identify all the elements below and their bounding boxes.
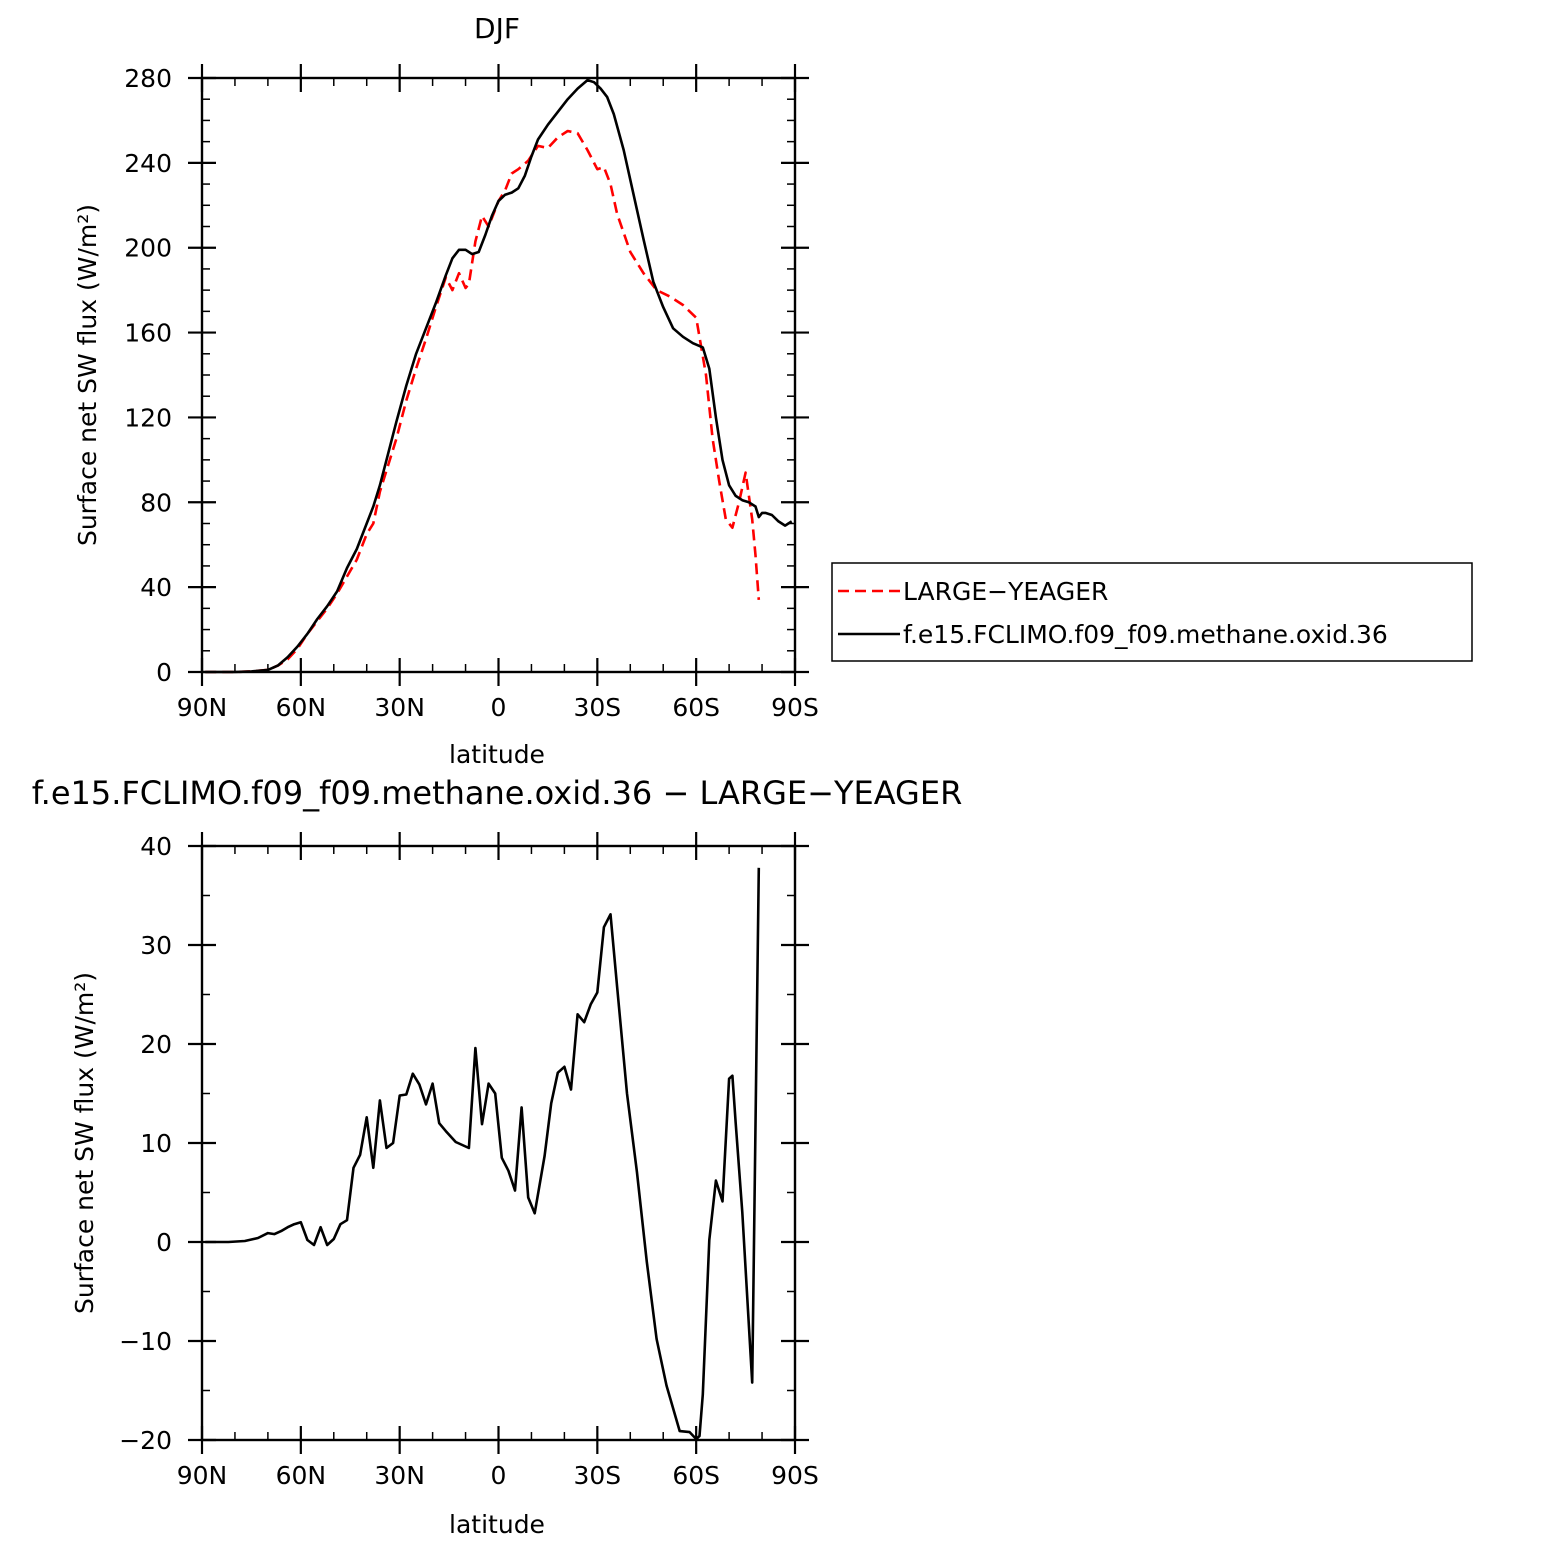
x-tick-label: 90S — [771, 693, 819, 722]
top-panel: DJF 90N 60N 30N 0 30S 60S 90S 0 40 80 120 160 200 24… — [73, 12, 1473, 769]
y-tick-label: 80 — [140, 488, 172, 517]
y-tick-label: −20 — [119, 1426, 172, 1455]
y-tick-label: 20 — [140, 1030, 172, 1059]
y-tick-label: 40 — [140, 573, 172, 602]
top-y-axis-label: Surface net SW flux (W/m²) — [73, 204, 102, 546]
top-x-tick-labels: 90N 60N 30N 0 30S 60S 90S — [177, 693, 819, 722]
x-tick-label: 30S — [573, 693, 621, 722]
x-tick-label: 90N — [177, 693, 228, 722]
bottom-x-axis-label: latitude — [449, 1510, 545, 1539]
bottom-panel: f.e15.FCLIMO.f09_f09.methane.oxid.36 − L… — [32, 774, 963, 1539]
top-plot-frame — [200, 76, 797, 674]
legend: LARGE−YEAGER f.e15.FCLIMO.f09_f09.methan… — [831, 562, 1473, 662]
bottom-series-line-0 — [205, 867, 761, 1441]
x-tick-label: 60N — [276, 1461, 327, 1490]
y-tick-label: 40 — [140, 832, 172, 861]
x-tick-label: 0 — [491, 693, 507, 722]
x-tick-label: 60S — [672, 693, 720, 722]
legend-box — [831, 562, 1473, 662]
y-tick-label: 0 — [156, 1228, 172, 1257]
y-tick-label: 0 — [156, 658, 172, 687]
y-tick-label: 30 — [140, 931, 172, 960]
bottom-x-tick-labels: 90N 60N 30N 0 30S 60S 90S — [177, 1461, 819, 1490]
bottom-y-tick-labels: −20 −10 0 10 20 30 40 — [119, 832, 172, 1455]
bottom-plot-frame — [200, 844, 797, 1442]
x-tick-label: 30N — [374, 693, 425, 722]
y-tick-label: 10 — [140, 1129, 172, 1158]
x-tick-label: 90S — [771, 1461, 819, 1490]
top-chart-title: DJF — [474, 12, 520, 45]
y-tick-label: 160 — [124, 319, 172, 348]
x-tick-label: 60S — [672, 1461, 720, 1490]
x-tick-label: 90N — [177, 1461, 228, 1490]
x-tick-label: 30S — [573, 1461, 621, 1490]
x-tick-label: 60N — [276, 693, 327, 722]
top-x-axis-label: latitude — [449, 740, 545, 769]
y-tick-label: 120 — [124, 403, 172, 432]
top-series-lines — [205, 78, 793, 674]
legend-label-methane-oxid: f.e15.FCLIMO.f09_f09.methane.oxid.36 — [903, 620, 1388, 649]
bottom-chart-title: f.e15.FCLIMO.f09_f09.methane.oxid.36 − L… — [32, 774, 963, 812]
bottom-series-lines — [205, 867, 761, 1441]
y-tick-label: −10 — [119, 1327, 172, 1356]
x-tick-label: 0 — [491, 1461, 507, 1490]
legend-label-large-yeager: LARGE−YEAGER — [903, 577, 1108, 606]
y-tick-label: 200 — [124, 234, 172, 263]
y-tick-label: 240 — [124, 149, 172, 178]
y-tick-label: 280 — [124, 64, 172, 93]
top-y-tick-labels: 0 40 80 120 160 200 240 280 — [124, 64, 172, 687]
x-tick-label: 30N — [374, 1461, 425, 1490]
top-series-line-1 — [205, 78, 793, 674]
bottom-y-axis-label: Surface net SW flux (W/m²) — [70, 972, 99, 1314]
